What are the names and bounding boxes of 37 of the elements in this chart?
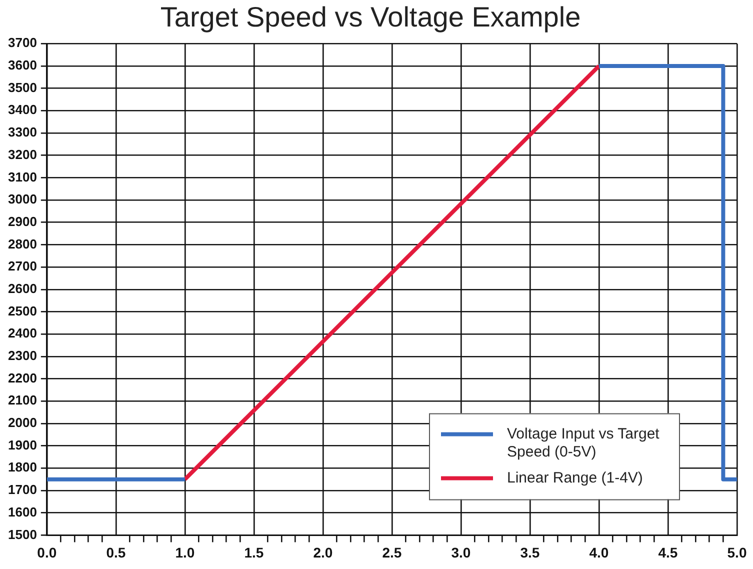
x-tick-label: 2.0 <box>313 544 333 560</box>
y-tick-label: 1600 <box>8 504 37 520</box>
x-tick-label: 3.5 <box>520 544 540 560</box>
y-tick-label: 2300 <box>8 348 37 364</box>
y-tick-label: 1900 <box>8 437 37 452</box>
x-tick-label: 3.0 <box>451 544 471 560</box>
x-tick-label: 4.0 <box>589 544 609 560</box>
y-tick-label: 2900 <box>8 214 37 229</box>
y-tick-label: 2700 <box>8 258 37 274</box>
y-tick-label: 1700 <box>8 482 37 498</box>
chart-title: Target Speed vs Voltage Example <box>160 2 581 33</box>
y-tick-label: 3100 <box>8 169 37 184</box>
y-tick-label: 3000 <box>8 192 37 207</box>
x-tick-label: 2.5 <box>382 544 402 560</box>
y-tick-label: 3400 <box>8 102 37 118</box>
x-tick-label: 0.0 <box>37 544 57 560</box>
y-tick-label: 3700 <box>8 35 37 50</box>
x-tick-label: 4.5 <box>658 544 678 560</box>
legend-label: Voltage Input vs Target Speed (0-5V) <box>507 425 660 460</box>
y-tick-label: 2000 <box>8 415 37 430</box>
x-tick-label: 5.0 <box>727 544 747 560</box>
y-tick-label: 1800 <box>8 460 37 475</box>
y-tick-label: 3600 <box>8 58 37 73</box>
x-tick-label: 0.5 <box>106 544 126 560</box>
y-tick-label: 2800 <box>8 236 37 252</box>
y-tick-label: 2100 <box>8 392 37 408</box>
y-tick-label: 2400 <box>8 326 37 341</box>
y-tick-label: 2200 <box>8 370 37 386</box>
y-tick-label: 3200 <box>8 146 37 162</box>
y-tick-label: 3500 <box>8 80 37 95</box>
x-tick-label: 1.0 <box>175 544 195 560</box>
y-tick-label: 1500 <box>8 526 37 542</box>
y-tick-label: 2600 <box>8 280 37 296</box>
y-tick-label: 2500 <box>8 303 37 318</box>
x-tick-label: 1.5 <box>244 544 264 560</box>
legend-label: Linear Range (1-4V) <box>507 469 643 486</box>
y-tick-label: 3300 <box>8 124 37 140</box>
